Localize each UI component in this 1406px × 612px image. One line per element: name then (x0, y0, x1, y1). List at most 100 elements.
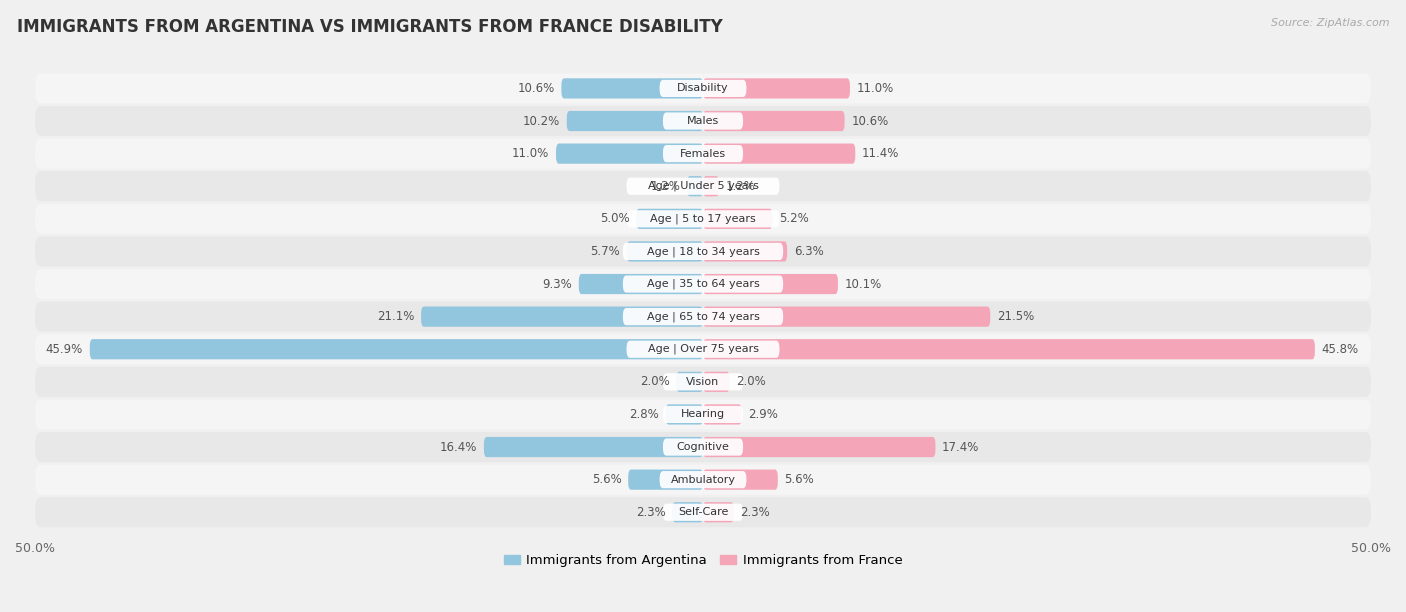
FancyBboxPatch shape (703, 339, 1315, 359)
Text: 6.3%: 6.3% (794, 245, 824, 258)
FancyBboxPatch shape (703, 502, 734, 523)
Text: Age | 18 to 34 years: Age | 18 to 34 years (647, 246, 759, 256)
FancyBboxPatch shape (35, 171, 1371, 201)
Text: 10.6%: 10.6% (517, 82, 555, 95)
Text: 1.2%: 1.2% (725, 180, 755, 193)
FancyBboxPatch shape (422, 307, 703, 327)
FancyBboxPatch shape (636, 209, 703, 229)
FancyBboxPatch shape (703, 209, 772, 229)
FancyBboxPatch shape (567, 111, 703, 131)
Text: 16.4%: 16.4% (440, 441, 477, 453)
FancyBboxPatch shape (703, 437, 935, 457)
FancyBboxPatch shape (703, 371, 730, 392)
FancyBboxPatch shape (703, 78, 851, 99)
FancyBboxPatch shape (35, 139, 1371, 169)
Text: Age | 5 to 17 years: Age | 5 to 17 years (650, 214, 756, 224)
FancyBboxPatch shape (35, 302, 1371, 332)
FancyBboxPatch shape (659, 471, 747, 488)
FancyBboxPatch shape (703, 274, 838, 294)
FancyBboxPatch shape (627, 241, 703, 261)
FancyBboxPatch shape (623, 275, 783, 293)
FancyBboxPatch shape (579, 274, 703, 294)
FancyBboxPatch shape (35, 367, 1371, 397)
FancyBboxPatch shape (662, 438, 744, 456)
Text: 5.6%: 5.6% (592, 473, 621, 486)
Text: 11.0%: 11.0% (512, 147, 550, 160)
Text: 9.3%: 9.3% (543, 277, 572, 291)
FancyBboxPatch shape (688, 176, 703, 196)
FancyBboxPatch shape (703, 307, 990, 327)
Text: Ambulatory: Ambulatory (671, 475, 735, 485)
FancyBboxPatch shape (35, 236, 1371, 266)
FancyBboxPatch shape (35, 269, 1371, 299)
FancyBboxPatch shape (35, 106, 1371, 136)
Text: 10.1%: 10.1% (845, 277, 882, 291)
Text: 11.4%: 11.4% (862, 147, 900, 160)
FancyBboxPatch shape (703, 469, 778, 490)
FancyBboxPatch shape (662, 113, 744, 130)
Text: 5.0%: 5.0% (600, 212, 630, 225)
Text: 5.2%: 5.2% (779, 212, 808, 225)
Text: 2.3%: 2.3% (636, 506, 665, 519)
Text: Age | Under 5 years: Age | Under 5 years (648, 181, 758, 192)
Text: Self-Care: Self-Care (678, 507, 728, 517)
FancyBboxPatch shape (627, 177, 779, 195)
FancyBboxPatch shape (555, 143, 703, 164)
FancyBboxPatch shape (662, 373, 744, 390)
Text: 21.1%: 21.1% (377, 310, 415, 323)
FancyBboxPatch shape (627, 211, 779, 228)
Text: 45.9%: 45.9% (46, 343, 83, 356)
FancyBboxPatch shape (628, 469, 703, 490)
FancyBboxPatch shape (676, 371, 703, 392)
FancyBboxPatch shape (662, 406, 744, 423)
Text: 2.3%: 2.3% (741, 506, 770, 519)
Text: 10.6%: 10.6% (851, 114, 889, 127)
FancyBboxPatch shape (662, 504, 744, 521)
Text: 2.8%: 2.8% (628, 408, 659, 421)
FancyBboxPatch shape (703, 176, 718, 196)
FancyBboxPatch shape (672, 502, 703, 523)
FancyBboxPatch shape (35, 498, 1371, 528)
Text: 5.6%: 5.6% (785, 473, 814, 486)
Text: Age | Over 75 years: Age | Over 75 years (648, 344, 758, 354)
Text: IMMIGRANTS FROM ARGENTINA VS IMMIGRANTS FROM FRANCE DISABILITY: IMMIGRANTS FROM ARGENTINA VS IMMIGRANTS … (17, 18, 723, 36)
FancyBboxPatch shape (659, 80, 747, 97)
FancyBboxPatch shape (703, 405, 742, 425)
Text: Hearing: Hearing (681, 409, 725, 419)
FancyBboxPatch shape (35, 73, 1371, 103)
FancyBboxPatch shape (35, 400, 1371, 430)
Text: 21.5%: 21.5% (997, 310, 1035, 323)
FancyBboxPatch shape (627, 341, 779, 358)
FancyBboxPatch shape (623, 308, 783, 325)
FancyBboxPatch shape (35, 334, 1371, 364)
FancyBboxPatch shape (561, 78, 703, 99)
FancyBboxPatch shape (35, 465, 1371, 494)
Text: 17.4%: 17.4% (942, 441, 980, 453)
FancyBboxPatch shape (35, 204, 1371, 234)
Text: 11.0%: 11.0% (856, 82, 894, 95)
Legend: Immigrants from Argentina, Immigrants from France: Immigrants from Argentina, Immigrants fr… (499, 549, 907, 573)
FancyBboxPatch shape (703, 143, 855, 164)
Text: Age | 35 to 64 years: Age | 35 to 64 years (647, 279, 759, 289)
FancyBboxPatch shape (662, 145, 744, 162)
Text: 5.7%: 5.7% (591, 245, 620, 258)
FancyBboxPatch shape (90, 339, 703, 359)
Text: 2.9%: 2.9% (748, 408, 779, 421)
Text: Females: Females (681, 149, 725, 159)
FancyBboxPatch shape (703, 111, 845, 131)
FancyBboxPatch shape (623, 243, 783, 260)
Text: 1.2%: 1.2% (651, 180, 681, 193)
Text: Vision: Vision (686, 377, 720, 387)
FancyBboxPatch shape (665, 405, 703, 425)
Text: Age | 65 to 74 years: Age | 65 to 74 years (647, 312, 759, 322)
Text: 45.8%: 45.8% (1322, 343, 1358, 356)
Text: Males: Males (688, 116, 718, 126)
Text: Disability: Disability (678, 83, 728, 94)
Text: 10.2%: 10.2% (523, 114, 560, 127)
Text: 2.0%: 2.0% (737, 375, 766, 389)
Text: 2.0%: 2.0% (640, 375, 669, 389)
FancyBboxPatch shape (703, 241, 787, 261)
FancyBboxPatch shape (484, 437, 703, 457)
FancyBboxPatch shape (35, 432, 1371, 462)
Text: Source: ZipAtlas.com: Source: ZipAtlas.com (1271, 18, 1389, 28)
